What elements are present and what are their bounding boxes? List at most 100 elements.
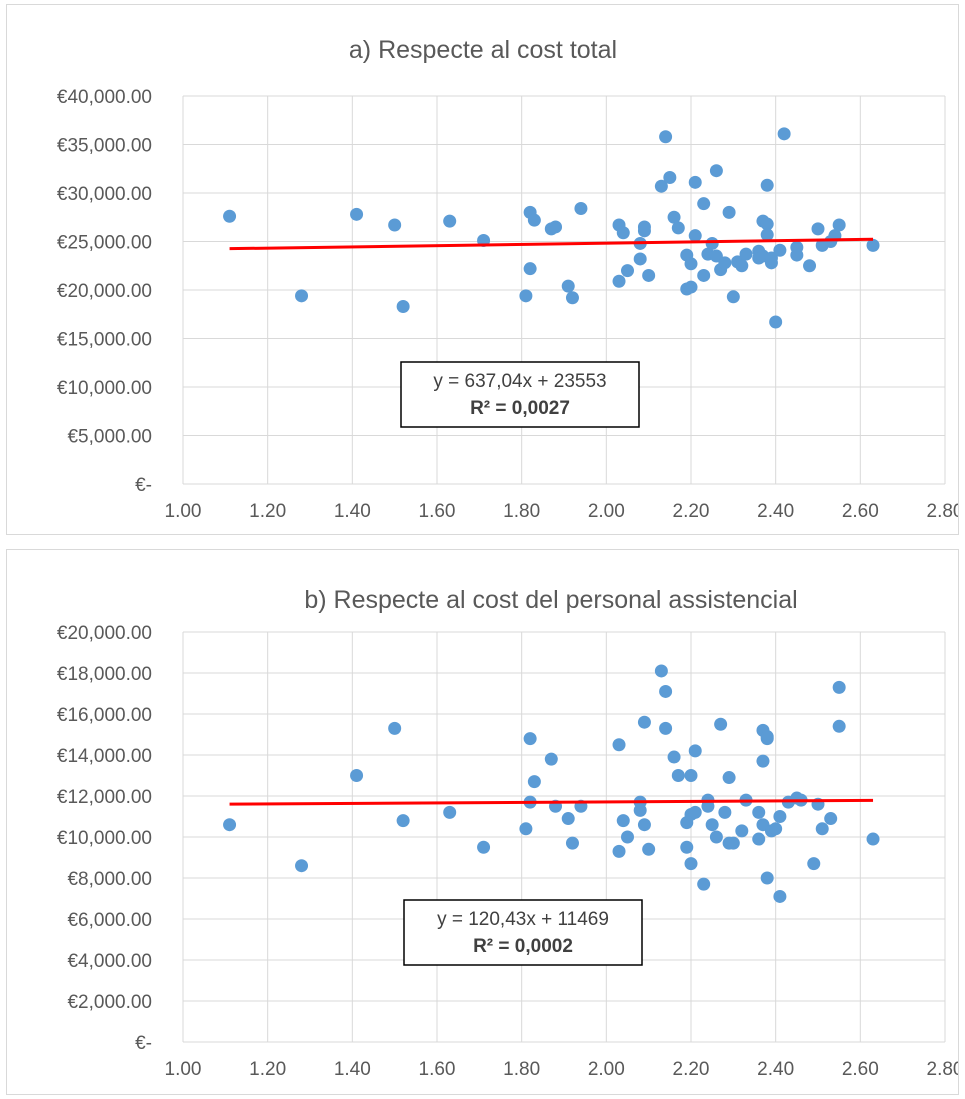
data-point — [832, 719, 846, 733]
data-point — [659, 684, 673, 698]
y-tick-label: €18,000.00 — [57, 664, 152, 685]
x-tick-label: 1.20 — [249, 501, 286, 522]
x-tick-label: 2.60 — [842, 501, 879, 522]
x-tick-label: 2.00 — [588, 1059, 625, 1080]
x-tick-label: 1.80 — [503, 501, 540, 522]
data-point — [621, 264, 634, 278]
chart-title: b) Respecte al cost del personal assiste… — [304, 586, 797, 614]
data-point — [714, 717, 728, 731]
data-point — [443, 805, 457, 819]
y-tick-label: €20,000.00 — [57, 281, 152, 302]
data-point — [642, 268, 656, 282]
data-point — [642, 842, 656, 856]
data-point — [756, 754, 770, 768]
data-point — [697, 877, 711, 891]
y-tick-label: €8,000.00 — [67, 869, 152, 890]
data-point — [688, 229, 702, 243]
data-point — [722, 205, 736, 219]
trendline-equation: y = 637,04x + 23553 — [433, 371, 606, 392]
data-point — [760, 730, 774, 744]
x-tick-label: 2.20 — [673, 501, 710, 522]
data-point — [659, 721, 673, 735]
r-squared-label: R² = 0,0002 — [473, 936, 573, 957]
data-point — [612, 274, 626, 288]
data-point — [443, 214, 457, 228]
data-point — [388, 218, 402, 232]
x-tick-label: 2.00 — [588, 501, 625, 522]
x-tick-label: 1.40 — [334, 1059, 371, 1080]
data-point — [773, 243, 787, 257]
data-point — [684, 257, 698, 271]
data-point — [752, 832, 766, 846]
data-point — [726, 836, 740, 850]
x-tick-label: 2.80 — [927, 1059, 958, 1080]
data-point — [223, 818, 237, 832]
data-point — [350, 207, 364, 221]
data-point — [295, 289, 309, 303]
y-tick-label: €4,000.00 — [67, 951, 152, 972]
y-tick-label: €40,000.00 — [57, 87, 152, 108]
data-point — [565, 836, 579, 850]
data-point — [718, 256, 732, 270]
data-point — [760, 178, 774, 192]
data-point — [684, 857, 698, 871]
x-tick-label: 1.40 — [334, 501, 371, 522]
data-point — [832, 680, 846, 694]
x-tick-label: 1.00 — [165, 501, 202, 522]
data-point — [735, 259, 749, 273]
y-tick-label: €12,000.00 — [57, 787, 152, 808]
y-tick-label: €10,000.00 — [57, 828, 152, 849]
x-tick-label: 1.20 — [249, 1059, 286, 1080]
x-tick-label: 1.00 — [165, 1059, 202, 1080]
x-tick-label: 1.80 — [503, 1059, 540, 1080]
data-point — [803, 259, 817, 273]
y-tick-label: €35,000.00 — [57, 136, 152, 157]
data-point — [350, 769, 364, 782]
data-point — [760, 871, 774, 885]
data-point — [527, 775, 541, 789]
y-tick-label: €- — [135, 1033, 152, 1054]
data-point — [769, 315, 783, 329]
data-point — [667, 210, 681, 224]
data-point — [807, 857, 821, 871]
data-point — [705, 818, 719, 832]
data-point — [654, 179, 668, 193]
data-point — [773, 889, 787, 903]
x-tick-label: 2.40 — [757, 501, 794, 522]
data-point — [523, 732, 537, 746]
data-point — [295, 859, 309, 873]
data-point — [688, 744, 702, 758]
data-point — [621, 830, 634, 844]
y-tick-label: €10,000.00 — [57, 378, 152, 399]
data-point — [790, 248, 804, 262]
data-point — [718, 805, 732, 819]
data-point — [612, 738, 626, 752]
chart-panel-b: b) Respecte al cost del personal assiste… — [6, 549, 959, 1095]
y-tick-label: €16,000.00 — [57, 705, 152, 726]
y-tick-label: €20,000.00 — [57, 623, 152, 644]
data-point — [697, 197, 711, 211]
x-tick-label: 2.40 — [757, 1059, 794, 1080]
x-tick-label: 1.60 — [419, 1059, 456, 1080]
data-point — [684, 769, 698, 782]
data-point — [773, 810, 787, 823]
data-point — [688, 175, 702, 189]
data-point — [544, 752, 558, 766]
x-tick-label: 1.60 — [419, 501, 456, 522]
data-point — [671, 769, 685, 782]
scatter-chart-a: a) Respecte al cost total 1.00 1.20 1.40 1.… — [57, 36, 958, 522]
data-point — [616, 226, 630, 240]
trendline — [229, 798, 874, 806]
data-point — [396, 299, 410, 313]
data-point — [523, 262, 537, 276]
data-point — [764, 251, 778, 265]
data-point — [612, 844, 626, 858]
data-point — [866, 832, 880, 846]
data-point — [709, 830, 723, 844]
y-tick-label: €25,000.00 — [57, 233, 152, 254]
data-point — [777, 127, 791, 141]
trendline-equation-box: y = 637,04x + 23553 R² = 0,0027 — [400, 361, 640, 428]
data-point — [574, 202, 588, 216]
scatter-chart-b: b) Respecte al cost del personal assiste… — [57, 586, 958, 1080]
x-tick-label: 2.60 — [842, 1059, 879, 1080]
